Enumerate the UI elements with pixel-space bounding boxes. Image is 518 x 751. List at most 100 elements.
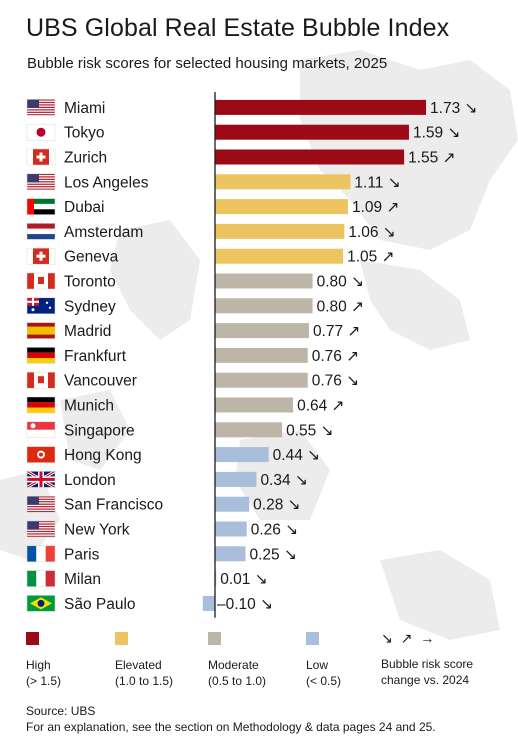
- legend-elevated-swatch: [115, 632, 128, 645]
- city-label: Toronto: [64, 274, 116, 291]
- value-label: 1.73 ↘: [430, 100, 477, 117]
- bar: [215, 149, 405, 165]
- city-label: San Francisco: [64, 497, 163, 514]
- switzerland-flag-icon: [26, 148, 56, 166]
- bar: [215, 298, 313, 314]
- legend-low-range: (< 0.5): [306, 674, 342, 688]
- bar: [215, 372, 308, 388]
- value-label: 0.80 ↘: [317, 274, 364, 291]
- city-label: London: [64, 472, 116, 489]
- city-label: New York: [64, 522, 130, 539]
- bar: [215, 323, 309, 339]
- bar: [215, 496, 250, 512]
- source-label: Source: UBS: [26, 704, 96, 718]
- value-label: 0.76 ↘: [312, 373, 359, 390]
- bar: [215, 397, 294, 413]
- value-label: 0.64 ↗: [297, 398, 344, 415]
- canada-flag-icon: [26, 272, 56, 290]
- value-label: 1.59 ↘: [413, 125, 460, 142]
- value-label: 1.11 ↘: [354, 174, 400, 191]
- legend-moderate: Moderate (0.5 to 1.0): [208, 632, 266, 689]
- value-label: 0.28 ↘: [253, 497, 300, 514]
- legend-moderate-range: (0.5 to 1.0): [208, 674, 267, 688]
- legend-low-swatch: [306, 632, 319, 645]
- value-label: 0.55 ↘: [286, 422, 333, 439]
- bar: [215, 223, 345, 239]
- legend-high-label: High: [26, 658, 51, 672]
- bar: [202, 595, 215, 611]
- value-label: 0.25 ↘: [250, 546, 297, 563]
- bar: [215, 422, 283, 438]
- city-label: Madrid: [64, 323, 111, 340]
- brazil-flag-icon: [26, 595, 56, 612]
- value-label: 1.06 ↘: [348, 224, 395, 241]
- bar: [215, 273, 313, 289]
- value-label: 0.26 ↘: [251, 522, 298, 539]
- france-flag-icon: [26, 545, 56, 563]
- switzerland-flag-icon: [26, 247, 56, 265]
- us-flag-icon: [26, 173, 56, 191]
- netherlands-flag-icon: [26, 223, 56, 240]
- legend-low-label: Low: [306, 658, 329, 672]
- page-subtitle: Bubble risk scores for selected housing …: [27, 55, 388, 72]
- city-label: Geneva: [64, 249, 119, 266]
- legend-high-range: (> 1.5): [26, 674, 62, 688]
- value-label: 0.80 ↗: [317, 298, 364, 315]
- value-label: 1.55 ↗: [408, 150, 455, 167]
- legend-moderate-label: Moderate: [208, 658, 259, 672]
- value-label: 0.34 ↘: [260, 472, 307, 489]
- value-label: 1.05 ↗: [347, 249, 394, 266]
- bar: [215, 347, 308, 363]
- legend: High (> 1.5) Elevated (1.0 to 1.5) Moder…: [0, 630, 518, 692]
- city-label: São Paulo: [64, 596, 136, 613]
- value-label: –0.10 ↘: [217, 596, 273, 613]
- value-label: 0.77 ↗: [313, 323, 360, 340]
- legend-moderate-swatch: [208, 632, 221, 645]
- bar: [215, 521, 247, 537]
- city-label: Miami: [64, 100, 105, 117]
- uk-flag-icon: [26, 470, 56, 489]
- us-flag-icon: [26, 520, 56, 538]
- city-label: Tokyo: [64, 125, 105, 142]
- legend-high: High (> 1.5): [26, 632, 61, 689]
- bar: [215, 124, 409, 140]
- value-label: 0.76 ↗: [312, 348, 359, 365]
- germany-flag-icon: [26, 347, 56, 364]
- bar: [215, 248, 344, 264]
- city-label: Frankfurt: [64, 348, 127, 365]
- legend-elevated-range: (1.0 to 1.5): [115, 674, 174, 688]
- city-label: Milan: [64, 571, 101, 588]
- bubble-index-bar-chart: Miami 1.73 ↘ Tokyo 1.59 ↘ Zurich 1.55 ↗ Los An…: [26, 92, 478, 618]
- city-label: Dubai: [64, 199, 105, 216]
- italy-flag-icon: [26, 570, 56, 587]
- hong-kong-flag-icon: [26, 446, 56, 463]
- legend-trend-line1: Bubble risk score: [381, 657, 474, 671]
- value-label: 1.09 ↗: [352, 199, 399, 216]
- city-label: Singapore: [64, 422, 135, 439]
- city-label: Zurich: [64, 150, 107, 167]
- city-label: Amsterdam: [64, 224, 143, 241]
- canada-flag-icon: [26, 371, 56, 389]
- spain-flag-icon: [26, 322, 56, 339]
- australia-flag-icon: [26, 297, 56, 315]
- city-label: Sydney: [64, 298, 116, 315]
- source-note: Source: UBS For an explanation, see the …: [26, 703, 436, 735]
- city-label: Hong Kong: [64, 447, 142, 464]
- bar: [215, 546, 246, 562]
- bar: [215, 199, 348, 215]
- legend-high-swatch: [26, 632, 39, 645]
- uae-flag-icon: [26, 198, 56, 215]
- legend-trend-arrows-icon: ↘ ↗ →: [381, 630, 437, 646]
- bar: [215, 471, 257, 487]
- us-flag-icon: [26, 99, 56, 116]
- legend-trend: ↘ ↗ → Bubble risk score change vs. 2024: [381, 630, 474, 688]
- value-label: 0.44 ↘: [273, 447, 320, 464]
- city-label: Vancouver: [64, 373, 137, 390]
- bar: [215, 174, 351, 190]
- page-title: UBS Global Real Estate Bubble Index: [26, 14, 450, 42]
- legend-elevated-label: Elevated: [115, 658, 162, 672]
- city-label: Los Angeles: [64, 174, 149, 191]
- singapore-flag-icon: [26, 421, 56, 439]
- us-flag-icon: [26, 495, 56, 513]
- value-label: 0.01 ↘: [220, 571, 267, 588]
